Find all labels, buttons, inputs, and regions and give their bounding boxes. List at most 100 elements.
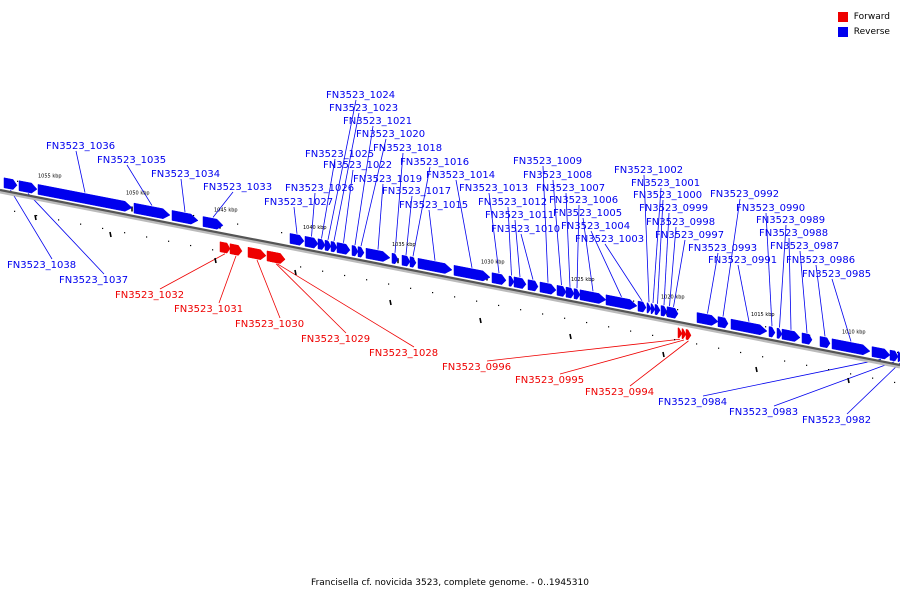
gene-label[interactable]: FN3523_1013 — [459, 183, 528, 194]
gene-arrow[interactable] — [831, 338, 871, 356]
gene-arrow[interactable] — [18, 180, 38, 194]
gene-arrow[interactable] — [650, 303, 656, 315]
gene-arrow[interactable] — [654, 304, 661, 316]
gene-label[interactable]: FN3523_1017 — [382, 186, 451, 197]
gene-label[interactable]: FN3523_1025 — [305, 149, 374, 160]
gene-label[interactable]: FN3523_1003 — [575, 234, 644, 245]
gene-label[interactable]: FN3523_1018 — [373, 143, 442, 154]
gene-arrow[interactable] — [330, 241, 338, 253]
gene-label[interactable]: FN3523_0988 — [759, 228, 828, 239]
gene-arrow[interactable] — [3, 177, 18, 190]
gene-arrow[interactable] — [668, 306, 679, 319]
gene-label[interactable]: FN3523_0983 — [729, 407, 798, 418]
gene-label[interactable]: FN3523_1027 — [264, 197, 333, 208]
gene-label[interactable]: FN3523_0998 — [646, 217, 715, 228]
gene-arrow[interactable] — [317, 238, 326, 250]
gene-label[interactable]: FN3523_1020 — [356, 129, 425, 140]
gene-arrow[interactable] — [202, 216, 224, 230]
gene-label[interactable]: FN3523_1011 — [485, 210, 554, 221]
gene-label[interactable]: FN3523_1023 — [329, 103, 398, 114]
gene-arrow[interactable] — [637, 300, 647, 313]
gene-label[interactable]: FN3523_1035 — [97, 155, 166, 166]
gene-label[interactable]: FN3523_1021 — [343, 116, 412, 127]
gene-arrow[interactable] — [677, 327, 683, 339]
gene-label[interactable]: FN3523_0982 — [802, 415, 871, 426]
gene-arrow[interactable] — [573, 288, 581, 300]
gene-arrow[interactable] — [304, 235, 319, 249]
gene-label[interactable]: FN3523_0994 — [585, 387, 654, 398]
gene-arrow[interactable] — [269, 251, 286, 264]
gene-label[interactable]: FN3523_0999 — [639, 203, 708, 214]
gene-label[interactable]: FN3523_1032 — [115, 290, 184, 301]
gene-arrow[interactable] — [453, 264, 491, 282]
gene-arrow[interactable] — [351, 245, 359, 257]
gene-arrow[interactable] — [717, 316, 729, 329]
gene-label[interactable]: FN3523_1006 — [549, 195, 618, 206]
gene-label[interactable]: FN3523_1031 — [174, 304, 243, 315]
gene-arrow[interactable] — [889, 349, 899, 362]
gene-arrow[interactable] — [801, 332, 813, 345]
gene-arrow[interactable] — [768, 326, 776, 338]
gene-label[interactable]: FN3523_1022 — [323, 160, 392, 171]
gene-arrow[interactable] — [365, 247, 391, 262]
gene-label[interactable]: FN3523_1029 — [301, 334, 370, 345]
gene-label[interactable]: FN3523_0990 — [736, 203, 805, 214]
gene-label[interactable]: FN3523_1016 — [400, 157, 469, 168]
gene-arrow[interactable] — [646, 302, 652, 314]
gene-arrow[interactable] — [357, 246, 365, 258]
gene-arrow[interactable] — [730, 318, 768, 336]
gene-label[interactable]: FN3523_1033 — [203, 182, 272, 193]
gene-label[interactable]: FN3523_1034 — [151, 169, 220, 180]
gene-label[interactable]: FN3523_0987 — [770, 241, 839, 252]
gene-label[interactable]: FN3523_0989 — [756, 215, 825, 226]
gene-arrow[interactable] — [508, 275, 515, 287]
gene-arrow[interactable] — [219, 241, 231, 254]
gene-arrow[interactable] — [776, 327, 783, 339]
gene-arrow[interactable] — [37, 184, 133, 212]
gene-label[interactable]: FN3523_1012 — [478, 197, 547, 208]
gene-label[interactable]: FN3523_1002 — [614, 165, 683, 176]
gene-arrow[interactable] — [133, 202, 171, 219]
gene-arrow[interactable] — [491, 272, 507, 285]
gene-arrow[interactable] — [556, 284, 567, 297]
gene-label[interactable]: FN3523_1009 — [513, 156, 582, 167]
gene-label[interactable]: FN3523_1019 — [353, 174, 422, 185]
gene-label[interactable]: FN3523_0985 — [802, 269, 871, 280]
gene-arrow[interactable] — [579, 289, 607, 304]
gene-arrow[interactable] — [660, 305, 668, 317]
gene-arrow[interactable] — [685, 329, 692, 341]
gene-arrow[interactable] — [605, 294, 638, 310]
gene-arrow[interactable] — [409, 256, 417, 268]
gene-arrow[interactable] — [336, 242, 351, 255]
gene-label[interactable]: FN3523_1004 — [561, 221, 630, 232]
gene-arrow[interactable] — [247, 246, 267, 260]
gene-arrow[interactable] — [401, 254, 411, 267]
gene-label[interactable]: FN3523_1037 — [59, 275, 128, 286]
gene-label[interactable]: FN3523_1005 — [553, 208, 622, 219]
gene-arrow[interactable] — [871, 346, 891, 360]
gene-label[interactable]: FN3523_1000 — [633, 190, 702, 201]
gene-label[interactable]: FN3523_1014 — [426, 170, 495, 181]
gene-arrow[interactable] — [527, 279, 539, 292]
gene-label[interactable]: FN3523_1010 — [491, 224, 560, 235]
gene-arrow[interactable] — [171, 210, 199, 225]
gene-arrow[interactable] — [565, 286, 575, 299]
gene-label[interactable]: FN3523_0986 — [786, 255, 855, 266]
gene-arrow[interactable] — [391, 252, 399, 265]
gene-arrow[interactable] — [417, 257, 453, 274]
gene-arrow[interactable] — [819, 336, 831, 349]
gene-arrow[interactable] — [229, 243, 243, 256]
gene-arrow[interactable] — [781, 328, 801, 342]
gene-label[interactable]: FN3523_0997 — [655, 230, 724, 241]
gene-arrow[interactable] — [324, 239, 332, 252]
gene-label[interactable]: FN3523_1030 — [235, 319, 304, 330]
gene-arrow[interactable] — [539, 281, 557, 295]
gene-label[interactable]: FN3523_0992 — [710, 189, 779, 200]
gene-label[interactable]: FN3523_1015 — [399, 200, 468, 211]
gene-label[interactable]: FN3523_1001 — [631, 178, 700, 189]
gene-label[interactable]: FN3523_0996 — [442, 362, 511, 373]
gene-arrow[interactable] — [696, 312, 719, 326]
gene-label[interactable]: FN3523_1038 — [7, 260, 76, 271]
gene-label[interactable]: FN3523_1024 — [326, 90, 395, 101]
gene-label[interactable]: FN3523_0993 — [688, 243, 757, 254]
